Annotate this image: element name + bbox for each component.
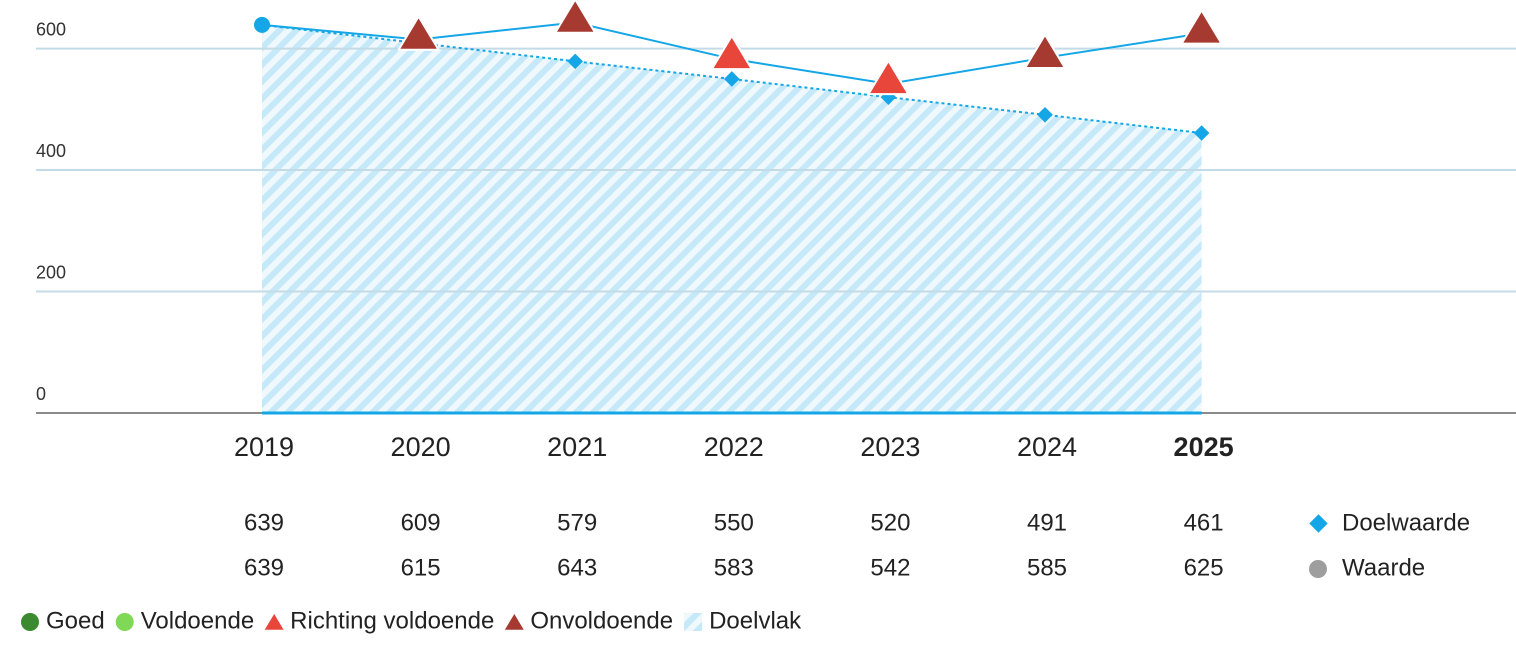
- legend-marker: [21, 613, 39, 631]
- table-cell: 491: [1027, 509, 1067, 536]
- x-tick-label: 2025: [1174, 432, 1234, 462]
- legend-marker: [1309, 560, 1327, 578]
- table-cell: 520: [870, 509, 910, 536]
- legend-marker: [504, 614, 524, 630]
- table-cell: 585: [1027, 554, 1067, 581]
- x-tick-label: 2020: [391, 432, 451, 462]
- legend-marker: [1309, 514, 1328, 533]
- y-tick-label: 0: [36, 384, 46, 404]
- x-tick-label: 2019: [234, 432, 294, 462]
- table-cell: 643: [557, 554, 597, 581]
- x-tick-label: 2023: [860, 432, 920, 462]
- legend-marker: [115, 613, 134, 631]
- legend-marker: [264, 614, 284, 630]
- legend-label: Doelvlak: [709, 607, 802, 634]
- value-point: [867, 59, 910, 96]
- target-point: [1037, 107, 1053, 123]
- table-cell: 461: [1184, 509, 1224, 536]
- value-point: [397, 15, 440, 51]
- y-tick-label: 400: [36, 141, 66, 161]
- legend-label: Doelwaarde: [1342, 509, 1470, 536]
- target-area: [262, 24, 1202, 414]
- table-cell: 579: [557, 509, 597, 536]
- table-cell: 542: [870, 554, 910, 581]
- table-cell: 615: [401, 554, 441, 581]
- value-point: [1180, 9, 1223, 45]
- legend-label: Voldoende: [141, 607, 254, 634]
- table-cell: 625: [1184, 554, 1224, 581]
- table-cell: 639: [244, 554, 284, 581]
- legend-label: Goed: [46, 607, 105, 634]
- y-tick-label: 600: [36, 19, 66, 39]
- y-tick-label: 200: [36, 262, 66, 282]
- x-tick-label: 2024: [1017, 432, 1077, 462]
- table-cell: 609: [401, 509, 441, 536]
- x-tick-label: 2021: [547, 432, 607, 462]
- value-point: [710, 34, 753, 71]
- legend-label: Onvoldoende: [530, 607, 673, 634]
- x-tick-label: 2022: [704, 432, 764, 462]
- value-point: [1024, 33, 1066, 69]
- table-cell: 583: [714, 554, 754, 581]
- legend-marker: [684, 613, 703, 631]
- value-point: [254, 16, 270, 33]
- legend-label: Richting voldoende: [290, 607, 494, 634]
- value-point: [554, 0, 597, 34]
- target-point: [1193, 125, 1210, 141]
- table-cell: 639: [244, 509, 284, 536]
- legend-label: Waarde: [1342, 554, 1425, 581]
- table-cell: 550: [714, 509, 754, 536]
